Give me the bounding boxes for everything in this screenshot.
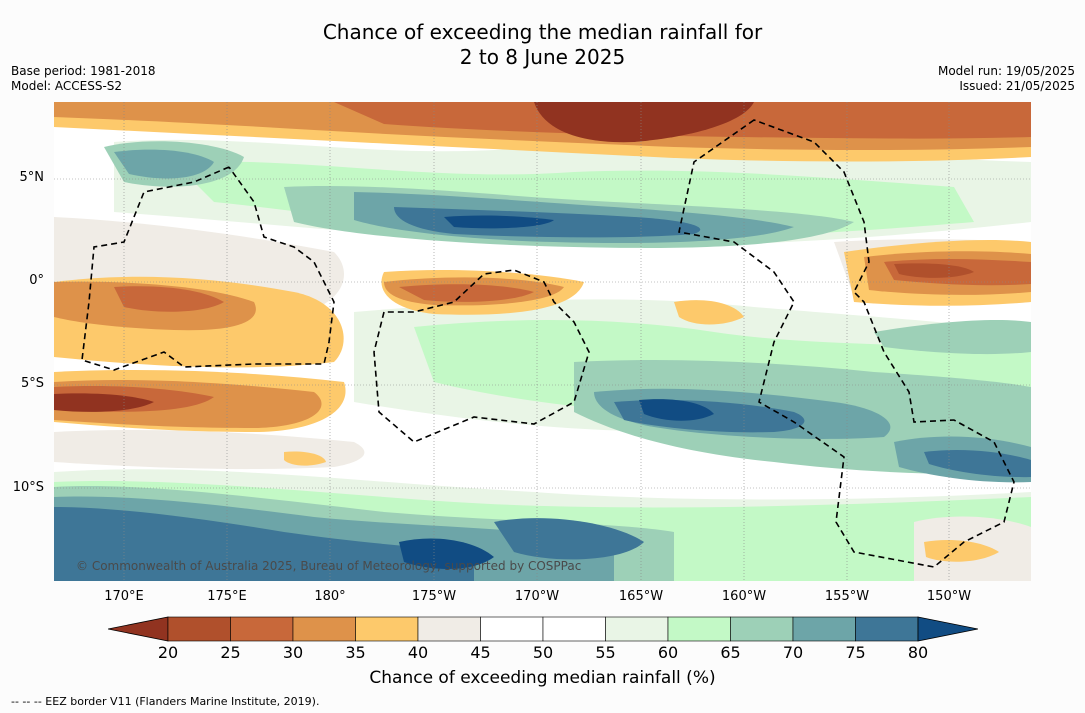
colorbar-tick-label: 20 xyxy=(157,643,179,662)
colorbar-tick-label: 25 xyxy=(220,643,241,662)
lon-label-160w: 160°W xyxy=(721,589,767,604)
dark-blue-bands xyxy=(54,207,1031,581)
colorbar-tick-label: 65 xyxy=(720,643,741,662)
gridlines xyxy=(54,102,1031,581)
meta-right: Model run: 19/05/2025 Issued: 21/05/2025 xyxy=(938,64,1075,94)
lon-label-175w: 175°W xyxy=(411,589,457,604)
colorbar-label: Chance of exceeding median rainfall (%) xyxy=(369,668,716,688)
colorbar-tick-label: 75 xyxy=(845,643,866,662)
colorbar-segment xyxy=(167,616,231,642)
meta-left: Base period: 1981-2018 Model: ACCESS-S2 xyxy=(11,64,156,94)
colorbar-segment xyxy=(542,616,606,642)
lon-label-170w: 170°W xyxy=(514,589,560,604)
lat-label-5n: 5°N xyxy=(19,170,45,185)
lat-label-5s: 5°S xyxy=(20,376,44,391)
colorbar-segment xyxy=(605,616,669,642)
base-period: Base period: 1981-2018 xyxy=(11,64,156,78)
map-title: Chance of exceeding the median rainfall … xyxy=(0,20,1085,70)
colorbar-segment xyxy=(292,616,356,642)
colorbar-tick-label: 80 xyxy=(907,643,929,662)
colorbar-tick-label: 55 xyxy=(595,643,616,662)
colorbar-extend-low xyxy=(108,616,169,642)
lon-label-170e: 170°E xyxy=(104,589,144,604)
deep-blue-patches xyxy=(399,215,714,569)
lon-label-155w: 155°W xyxy=(824,589,870,604)
colorbar-extend-high xyxy=(917,616,978,642)
colorbar-segment xyxy=(730,616,794,642)
colorbar-tick-label: 70 xyxy=(782,643,804,662)
copyright-text: © Commonwealth of Australia 2025, Bureau… xyxy=(76,559,581,573)
colorbar-tick-label: 35 xyxy=(345,643,366,662)
lat-label-10s: 10°S xyxy=(12,480,44,495)
title-line-1: Chance of exceeding the median rainfall … xyxy=(322,20,763,44)
eez-footnote: -- -- -- EEZ border V11 (Flanders Marine… xyxy=(11,695,320,708)
lon-label-175e: 175°E xyxy=(207,589,247,604)
lon-label-180: 180° xyxy=(314,589,346,604)
eez-borders xyxy=(81,119,1015,568)
colorbar-tick-label: 30 xyxy=(282,643,304,662)
colorbar-segment xyxy=(855,616,919,642)
title-line-2: 2 to 8 June 2025 xyxy=(459,45,626,69)
lon-label-165w: 165°W xyxy=(618,589,664,604)
colorbar-segment xyxy=(417,616,481,642)
model-run: Model run: 19/05/2025 xyxy=(937,64,1075,78)
colorbar-segment xyxy=(355,616,419,642)
lat-label-0: 0° xyxy=(29,273,44,288)
lon-label-150w: 150°W xyxy=(926,589,972,604)
colorbar xyxy=(108,616,978,642)
colorbar-tick-label: 60 xyxy=(657,643,679,662)
brown-patches xyxy=(54,102,974,412)
colorbar-segment xyxy=(792,616,856,642)
colorbar-segment xyxy=(667,616,731,642)
colorbar-tick-label: 45 xyxy=(470,643,491,662)
model-name: Model: ACCESS-S2 xyxy=(11,79,123,93)
issued-date: Issued: 21/05/2025 xyxy=(959,79,1075,93)
colorbar-segment xyxy=(230,616,294,642)
colorbar-tick-label: 50 xyxy=(532,643,554,662)
colorbar-segment xyxy=(480,616,544,642)
rainfall-map: © Commonwealth of Australia 2025, Bureau… xyxy=(54,102,1031,581)
colorbar-tick-label: 40 xyxy=(407,643,429,662)
